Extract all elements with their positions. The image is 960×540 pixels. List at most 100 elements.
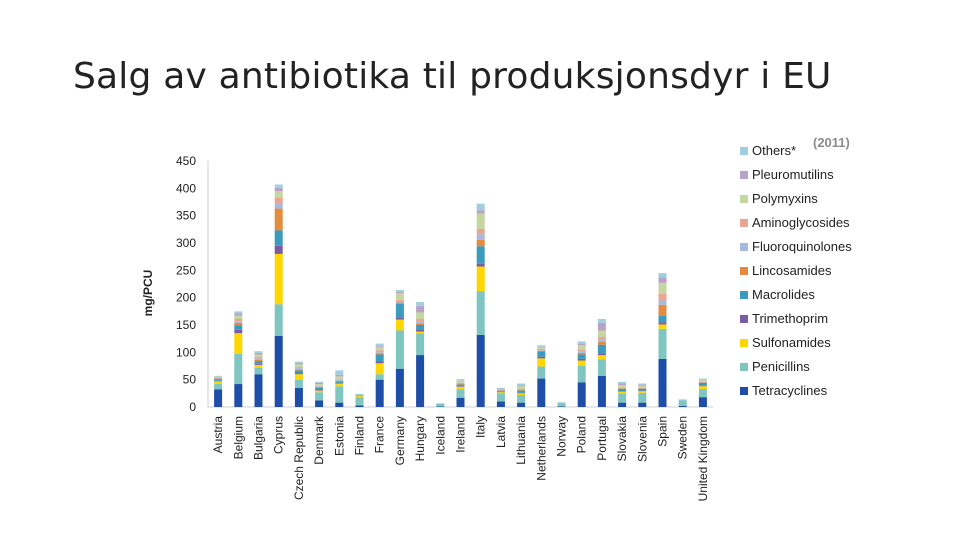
bar-segment-others xyxy=(294,361,303,363)
bar-segment-aminoglycosides xyxy=(395,299,404,302)
bar-segment-others xyxy=(537,345,546,347)
bar-segment-trimethoprim xyxy=(618,391,627,392)
bar-segment-lincosamides xyxy=(315,386,324,388)
bar-segment-lincosamides xyxy=(476,239,485,247)
bar-segment-macrolides xyxy=(618,388,627,392)
legend-label: Trimethoprim xyxy=(752,311,828,326)
bar-segment-pleuromutilins xyxy=(335,374,344,377)
bar-segment-sulfonamides xyxy=(254,364,263,368)
bar-segment-penicillins xyxy=(436,403,445,407)
bar-segment-others xyxy=(698,378,707,380)
bar-segment-tetracyclines xyxy=(214,389,223,407)
bar-segment-trimethoprim xyxy=(638,390,647,392)
bar-segment-penicillins xyxy=(234,353,243,385)
bar-segment-pleuromutilins xyxy=(638,384,647,386)
bar-segment-macrolides xyxy=(456,384,465,387)
bar-segment-sulfonamides xyxy=(375,363,384,375)
bar-segment-polymyxins xyxy=(698,380,707,382)
bar-segment-macrolides xyxy=(395,303,404,318)
bar-segment-lincosamides xyxy=(254,359,263,362)
bar-segment-macrolides xyxy=(496,391,505,393)
bar-segment-penicillins xyxy=(335,386,344,403)
bar-segment-sulfonamides xyxy=(294,374,303,380)
bar-segment-penicillins xyxy=(214,384,223,390)
bar-segment-polymyxins xyxy=(254,354,263,357)
bar-segment-polymyxins xyxy=(577,345,586,350)
x-category-label: Slovakia xyxy=(615,416,629,462)
bar-segment-trimethoprim xyxy=(335,382,344,384)
x-category-label: Ireland xyxy=(454,416,468,453)
bar-segment-tetracyclines xyxy=(234,384,243,407)
bar-segment-penicillins xyxy=(638,392,647,403)
y-tick-label: 200 xyxy=(176,291,196,305)
bar-segment-trimethoprim xyxy=(375,361,384,364)
bar-segment-tetracyclines xyxy=(416,355,425,407)
bar-segment-pleuromutilins xyxy=(456,380,465,381)
bar-segment-others xyxy=(597,318,606,323)
bar-segment-others xyxy=(416,302,425,306)
bar-segment-aminoglycosides xyxy=(214,377,223,379)
bar-segment-others xyxy=(395,290,404,292)
bar-segment-others xyxy=(496,387,505,389)
bar-segment-polymyxins xyxy=(597,330,606,338)
bar-segment-trimethoprim xyxy=(597,353,606,356)
bar-segment-tetracyclines xyxy=(618,402,627,407)
legend-swatch xyxy=(740,195,748,203)
bar-segment-penicillins xyxy=(698,388,707,398)
x-category-label: France xyxy=(373,416,387,454)
bar-segment-macrolides xyxy=(355,395,364,397)
bar-segment-pleuromutilins xyxy=(476,210,485,214)
bar-segment-tetracyclines xyxy=(496,401,505,407)
legend-swatch xyxy=(740,315,748,323)
x-category-label: Bulgaria xyxy=(252,416,266,460)
bar-segment-tetracyclines xyxy=(698,397,707,407)
x-category-label: Iceland xyxy=(433,416,447,455)
bar-segment-lincosamides xyxy=(517,390,526,391)
legend-swatch xyxy=(740,387,748,395)
bar-segment-aminoglycosides xyxy=(375,350,384,353)
bar-segment-lincosamides xyxy=(395,302,404,304)
bar-segment-others xyxy=(375,343,384,346)
y-tick-label: 300 xyxy=(176,236,196,250)
bar-segment-trimethoprim xyxy=(214,380,223,382)
bar-segment-penicillins xyxy=(678,400,687,406)
bar-segment-fluoroquinolones xyxy=(375,352,384,354)
bar-segment-fluoroquinolones xyxy=(274,203,283,209)
bar-segment-fluoroquinolones xyxy=(335,379,344,381)
bar-segment-sulfonamides xyxy=(496,392,505,394)
legend-label: Aminoglycosides xyxy=(752,215,850,230)
chart-axes: 0 50 100 150 200 250 300 350 400 450 xyxy=(176,154,713,414)
bar-segment-macrolides xyxy=(537,351,546,357)
bar-segment-trimethoprim xyxy=(315,390,324,391)
x-category-label: Denmark xyxy=(312,415,326,465)
bar-segment-sulfonamides xyxy=(618,391,627,394)
bar-segment-others xyxy=(355,393,364,395)
bar-segment-penicillins xyxy=(294,379,303,388)
bar-segment-pleuromutilins xyxy=(537,346,546,348)
bar-segment-macrolides xyxy=(638,388,647,391)
bar-segment-pleuromutilins xyxy=(315,382,324,385)
bar-segment-fluoroquinolones xyxy=(254,358,263,360)
bar-segment-trimethoprim xyxy=(537,356,546,359)
bar-segment-pleuromutilins xyxy=(496,388,505,389)
bar-segment-sulfonamides xyxy=(517,393,526,395)
bar-segment-polymyxins xyxy=(395,293,404,300)
x-category-label: Netherlands xyxy=(534,416,548,481)
bar-segment-fluoroquinolones xyxy=(618,387,627,389)
legend-label: Fluoroquinolones xyxy=(752,239,852,254)
bar-segment-aminoglycosides xyxy=(698,381,707,382)
bar-segment-aminoglycosides xyxy=(315,385,324,387)
legend-swatch xyxy=(740,291,748,299)
bar-segment-macrolides xyxy=(658,315,667,323)
bar-segment-others xyxy=(274,184,283,188)
bar-segment-tetracyclines xyxy=(577,382,586,407)
x-category-label: Portugal xyxy=(595,416,609,461)
bar-segment-macrolides xyxy=(214,379,223,381)
bar-segment-sulfonamides xyxy=(335,383,344,387)
legend-label: Penicillins xyxy=(752,359,810,374)
bar-segment-polymyxins xyxy=(335,376,344,380)
bar-segment-polymyxins xyxy=(355,394,364,396)
bar-segment-tetracyclines xyxy=(678,405,687,407)
bar-segment-tetracyclines xyxy=(335,402,344,407)
bar-segment-polymyxins xyxy=(375,346,384,351)
